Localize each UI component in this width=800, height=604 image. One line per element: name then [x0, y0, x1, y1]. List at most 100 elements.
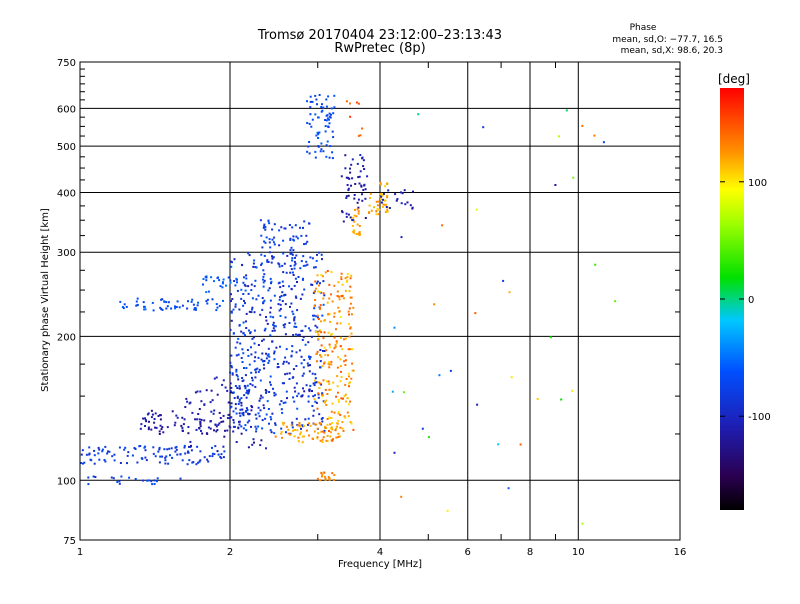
- data-point: [361, 156, 364, 159]
- data-point: [144, 417, 146, 420]
- data-point: [245, 410, 248, 413]
- data-point: [174, 305, 176, 308]
- data-point: [297, 392, 300, 395]
- data-point: [247, 446, 250, 449]
- x-tick-label: 16: [674, 547, 687, 558]
- data-point: [313, 304, 316, 307]
- data-point: [213, 280, 215, 283]
- data-point: [358, 182, 361, 185]
- data-point: [239, 414, 242, 417]
- data-point: [242, 304, 245, 307]
- data-point: [358, 231, 361, 234]
- data-point: [315, 259, 318, 262]
- data-point: [191, 298, 194, 301]
- phase-title: Phase: [630, 23, 657, 33]
- y-tick-label: 600: [57, 104, 76, 115]
- data-point: [355, 101, 358, 104]
- data-point: [223, 450, 226, 453]
- data-point: [292, 313, 295, 316]
- data-point: [242, 352, 245, 355]
- data-point: [353, 194, 356, 196]
- data-point: [298, 333, 301, 336]
- data-point: [187, 432, 190, 435]
- data-point: [160, 428, 163, 431]
- data-point: [352, 219, 355, 222]
- data-point: [257, 370, 260, 373]
- data-point: [349, 327, 352, 330]
- data-point: [278, 265, 281, 268]
- data-point: [331, 402, 334, 405]
- data-point: [153, 479, 156, 482]
- data-point: [152, 309, 155, 312]
- data-point: [205, 432, 208, 435]
- data-point: [304, 325, 307, 328]
- data-point: [317, 392, 320, 395]
- data-point: [281, 300, 284, 303]
- data-point: [312, 314, 314, 317]
- data-point: [303, 359, 306, 361]
- data-point: [292, 274, 295, 276]
- data-point: [375, 200, 378, 203]
- data-point: [292, 429, 294, 432]
- data-point: [305, 260, 308, 263]
- data-point: [324, 427, 327, 430]
- data-point: [246, 389, 249, 392]
- data-point: [286, 372, 289, 375]
- data-point: [150, 428, 153, 431]
- data-point: [331, 422, 333, 424]
- data-point: [309, 356, 312, 358]
- data-point: [316, 326, 319, 329]
- data-point: [347, 213, 350, 216]
- data-point: [249, 383, 252, 385]
- data-point: [280, 427, 283, 430]
- data-point: [266, 354, 269, 357]
- data-point: [286, 397, 288, 400]
- data-point: [347, 323, 350, 326]
- data-point: [305, 384, 308, 387]
- data-point: [304, 264, 307, 267]
- data-point: [345, 400, 348, 403]
- data-point: [254, 351, 257, 354]
- data-point: [347, 189, 350, 192]
- data-point: [254, 413, 257, 416]
- data-point: [271, 412, 274, 415]
- x-axis-label: Frequency [MHz]: [338, 559, 422, 570]
- data-point: [254, 376, 257, 379]
- data-point: [229, 426, 232, 429]
- data-point: [144, 445, 147, 448]
- data-point: [229, 328, 232, 331]
- data-point: [319, 150, 322, 153]
- data-point: [268, 287, 271, 290]
- data-point: [323, 346, 326, 349]
- data-point: [315, 401, 318, 404]
- data-point: [347, 176, 350, 179]
- data-point: [326, 140, 329, 143]
- data-point: [475, 208, 478, 211]
- data-point: [328, 366, 331, 369]
- data-point: [158, 446, 161, 449]
- data-point: [155, 480, 158, 483]
- data-point: [337, 419, 340, 422]
- data-point: [294, 277, 297, 280]
- data-point: [353, 214, 356, 217]
- data-point: [139, 445, 142, 447]
- data-point: [402, 391, 405, 394]
- data-point: [369, 192, 372, 195]
- data-point: [321, 395, 324, 398]
- plot-frame: [79, 61, 681, 541]
- data-point: [330, 410, 333, 413]
- data-point: [236, 281, 238, 284]
- data-point: [175, 445, 178, 448]
- data-point: [104, 445, 107, 448]
- data-point: [234, 303, 237, 306]
- data-point: [233, 280, 236, 282]
- data-point: [241, 361, 244, 363]
- data-point: [188, 459, 191, 462]
- data-point: [242, 414, 245, 417]
- data-point: [329, 145, 332, 148]
- data-point: [337, 391, 339, 394]
- data-point: [235, 277, 238, 280]
- data-point: [323, 471, 326, 474]
- data-point: [196, 390, 199, 393]
- data-point: [240, 425, 243, 428]
